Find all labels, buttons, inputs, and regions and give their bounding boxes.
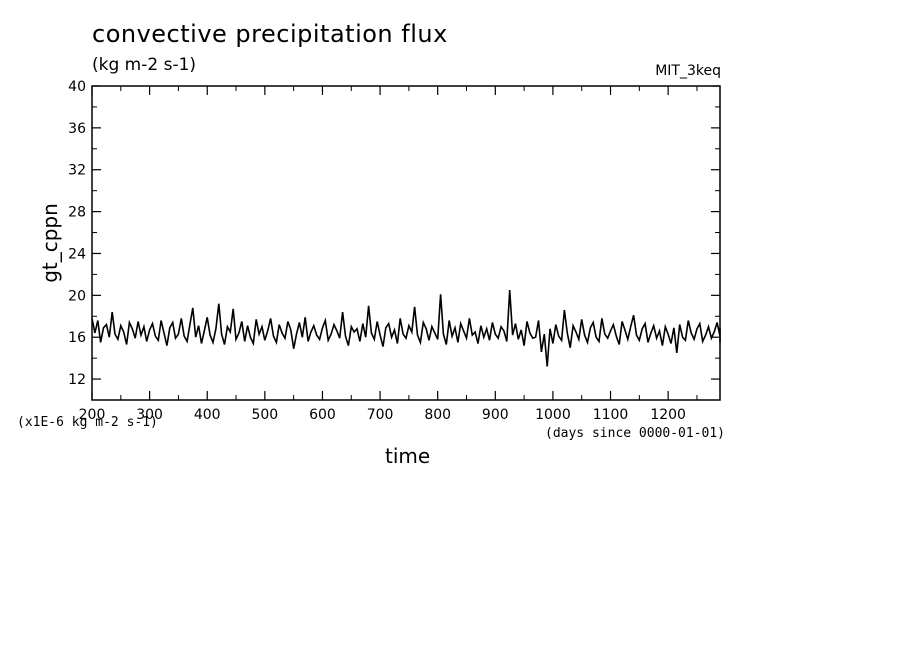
x-tick-label: 1100 (593, 407, 629, 423)
x-axis-label: time (385, 444, 431, 468)
chart-title: convective precipitation flux (92, 20, 448, 48)
chart-units-label: (kg m-2 s-1) (92, 55, 197, 75)
series-line-0 (91, 290, 721, 367)
y-tick-label: 36 (68, 121, 86, 137)
x-tick-label: 900 (482, 407, 509, 423)
x-units-note: (days since 0000-01-01) (545, 426, 726, 441)
tick-labels: 12 16 20 24 28 32 36 40 200 300 400 500 600 700 800 900… (68, 79, 686, 423)
x-tick-label: 800 (424, 407, 451, 423)
axis-ticks (91, 85, 720, 401)
x-tick-label: 700 (367, 407, 394, 423)
plot-frame (91, 85, 721, 401)
x-tick-label: 600 (309, 407, 336, 423)
x-tick-label: 300 (136, 407, 163, 423)
y-tick-label: 20 (68, 288, 86, 304)
dataset-label: MIT_3keq (655, 63, 721, 79)
y-tick-label: 24 (68, 246, 86, 262)
series-group (91, 290, 721, 367)
y-scale-note: (x1E-6 kg m-2 s-1) (17, 415, 158, 430)
x-tick-label: 200 (79, 407, 106, 423)
x-tick-label: 1000 (535, 407, 571, 423)
y-tick-label: 28 (68, 205, 86, 221)
y-tick-label: 32 (68, 163, 86, 179)
x-tick-label: 500 (251, 407, 278, 423)
x-tick-label: 400 (194, 407, 221, 423)
x-tick-label: 1200 (650, 407, 686, 423)
y-tick-label: 12 (68, 372, 86, 388)
y-tick-label: 16 (68, 330, 86, 346)
y-tick-label: 40 (68, 79, 86, 95)
